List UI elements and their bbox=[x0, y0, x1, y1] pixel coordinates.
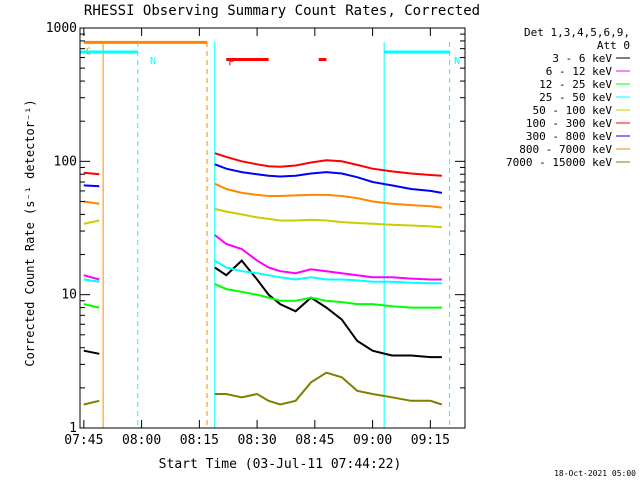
legend-header-line2: Att 0 bbox=[597, 39, 630, 52]
series-line-5-0 bbox=[83, 171, 100, 176]
plot-frame bbox=[79, 27, 466, 429]
footer-timestamp: 18-Oct-2021 05:00 bbox=[554, 469, 636, 478]
y-tick-label-1: 10 bbox=[61, 288, 77, 303]
series-line-7-1 bbox=[214, 182, 443, 209]
x-tick-label-1: 08:00 bbox=[122, 433, 161, 448]
series-line-2-1 bbox=[214, 283, 442, 309]
series-line-8-1 bbox=[214, 371, 443, 406]
x-tick-label-6: 09:15 bbox=[411, 433, 450, 448]
legend-label-3: 25 - 50 keV bbox=[539, 91, 612, 104]
plot-area: SNNF bbox=[79, 40, 460, 428]
y-axis-title: Corrected Count Rate (s⁻¹ detector⁻¹) bbox=[23, 99, 37, 366]
series-line-6-0 bbox=[83, 184, 100, 188]
legend-label-2: 12 - 25 keV bbox=[539, 78, 612, 91]
legend-label-5: 100 - 300 keV bbox=[526, 117, 612, 130]
series-line-5-1 bbox=[214, 152, 442, 177]
chart-title: RHESSI Observing Summary Count Rates, Co… bbox=[84, 3, 480, 19]
series-line-8-0 bbox=[83, 399, 100, 406]
series-line-6-1 bbox=[214, 163, 443, 194]
series-line-1-0 bbox=[83, 274, 100, 281]
x-tick-label-5: 09:00 bbox=[353, 433, 392, 448]
series-line-3-0 bbox=[83, 278, 100, 283]
legend-label-4: 50 - 100 keV bbox=[533, 104, 613, 117]
legend-header-line1: Det 1,3,4,5,6,9, bbox=[524, 26, 630, 39]
series-line-3-1 bbox=[214, 259, 442, 285]
series-line-0-0 bbox=[83, 349, 100, 355]
series-line-4-1 bbox=[214, 207, 442, 229]
x-tick-label-4: 08:45 bbox=[295, 433, 334, 448]
series-line-7-0 bbox=[83, 200, 100, 205]
series-line-2-0 bbox=[83, 303, 100, 309]
legend-label-6: 300 - 800 keV bbox=[526, 130, 612, 143]
y-tick-label-0: 1 bbox=[69, 421, 77, 436]
axes: 07:45 08:00 08:15 08:30 08:45 09:00 09:15 1 10 10… bbox=[46, 21, 466, 448]
x-tick-label-0: 07:45 bbox=[64, 433, 103, 448]
series-line-1-1 bbox=[214, 234, 442, 281]
legend-label-8: 7000 - 15000 keV bbox=[506, 156, 612, 169]
flag-label-2: N bbox=[454, 56, 460, 67]
y-tick-label-3: 1000 bbox=[46, 21, 77, 36]
legend-label-0: 3 - 6 keV bbox=[552, 52, 612, 65]
legend-label-1: 6 - 12 keV bbox=[546, 65, 613, 78]
legend-label-7: 800 - 7000 keV bbox=[519, 143, 612, 156]
series-line-4-0 bbox=[83, 219, 100, 225]
flag-label-1: N bbox=[150, 56, 156, 67]
x-tick-label-3: 08:30 bbox=[238, 433, 277, 448]
series-line-0-1 bbox=[214, 259, 442, 359]
x-tick-label-2: 08:15 bbox=[180, 433, 219, 448]
x-axis-title: Start Time (03-Jul-11 07:44:22) bbox=[159, 457, 402, 472]
flag-label-3: F bbox=[228, 58, 234, 69]
y-tick-label-2: 100 bbox=[54, 154, 77, 169]
